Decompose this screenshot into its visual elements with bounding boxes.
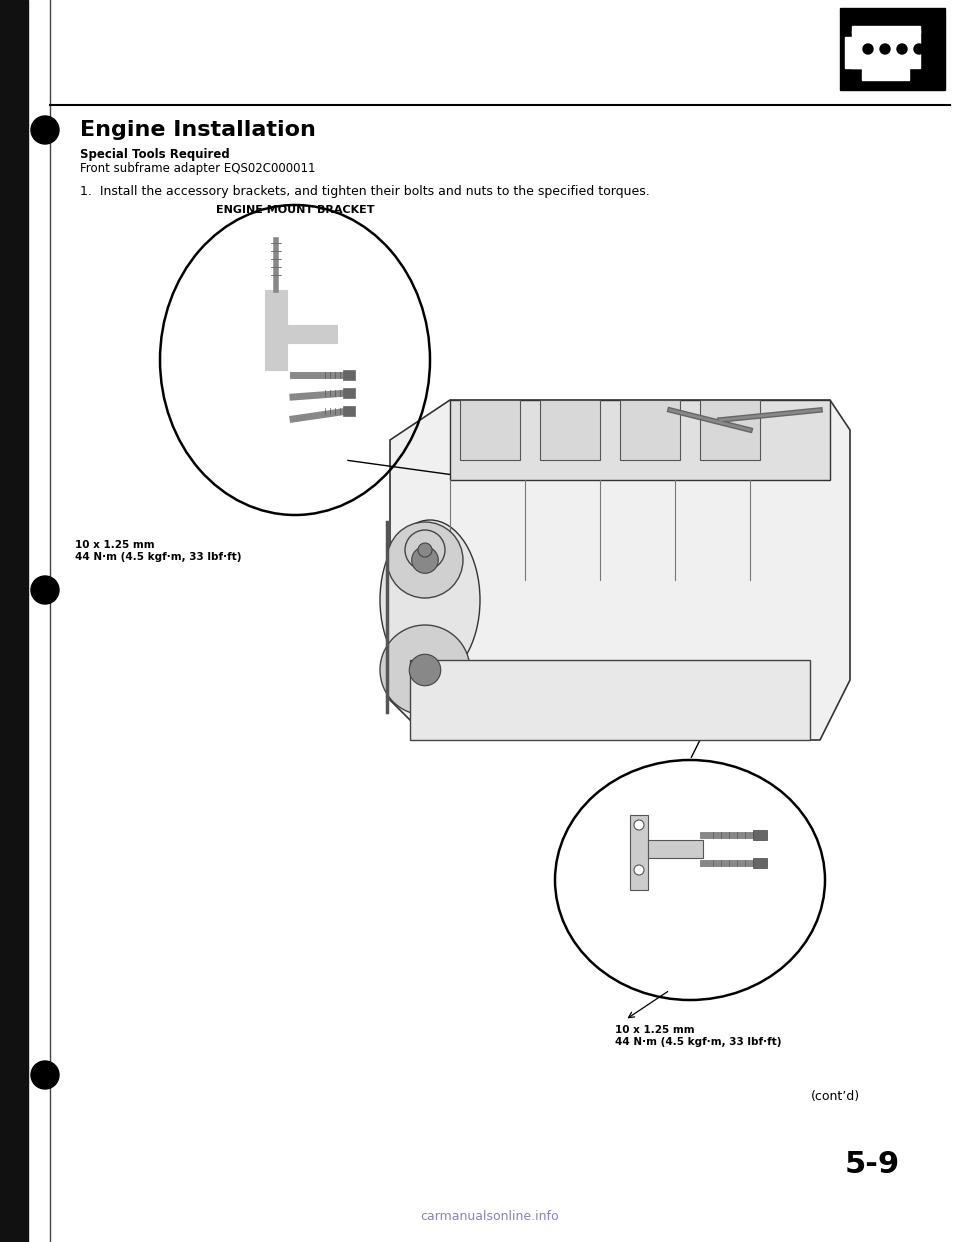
Circle shape xyxy=(634,864,644,876)
Circle shape xyxy=(31,1061,59,1089)
Text: (cont’d): (cont’d) xyxy=(811,1090,860,1103)
Circle shape xyxy=(880,43,890,53)
Bar xyxy=(753,858,767,868)
Circle shape xyxy=(897,43,907,53)
Circle shape xyxy=(387,522,463,597)
Bar xyxy=(620,400,680,460)
Polygon shape xyxy=(390,400,850,740)
Circle shape xyxy=(412,546,439,574)
Circle shape xyxy=(31,116,59,144)
Bar xyxy=(840,7,945,89)
Bar xyxy=(287,325,337,343)
Ellipse shape xyxy=(380,520,480,681)
Text: Engine Installation: Engine Installation xyxy=(80,120,316,140)
Bar xyxy=(630,815,648,891)
Circle shape xyxy=(409,655,441,686)
Bar xyxy=(700,400,760,460)
Text: 1.  Install the accessory brackets, and tighten their bolts and nuts to the spec: 1. Install the accessory brackets, and t… xyxy=(80,185,650,197)
Text: Special Tools Required: Special Tools Required xyxy=(80,148,229,161)
Bar xyxy=(343,388,355,397)
Bar xyxy=(648,840,703,858)
Bar xyxy=(845,37,864,68)
Bar xyxy=(343,370,355,380)
Circle shape xyxy=(31,576,59,604)
Bar xyxy=(753,830,767,840)
Text: ENGINE MOUNT BRACKET: ENGINE MOUNT BRACKET xyxy=(216,205,374,215)
Circle shape xyxy=(863,43,873,53)
Polygon shape xyxy=(450,400,830,479)
Bar xyxy=(852,31,921,68)
Bar xyxy=(460,400,520,460)
Circle shape xyxy=(914,43,924,53)
Text: 10 x 1.25 mm
44 N·m (4.5 kgf·m, 33 lbf·ft): 10 x 1.25 mm 44 N·m (4.5 kgf·m, 33 lbf·f… xyxy=(615,1025,781,1047)
Text: A/C COMPRESSOR BRACKET: A/C COMPRESSOR BRACKET xyxy=(584,720,756,730)
Bar xyxy=(265,289,287,370)
Text: carmanualsonline.info: carmanualsonline.info xyxy=(420,1210,560,1223)
Bar xyxy=(343,406,355,416)
Circle shape xyxy=(380,625,470,715)
Bar xyxy=(0,0,28,1242)
Bar xyxy=(852,26,921,32)
Bar xyxy=(540,400,600,460)
Circle shape xyxy=(634,820,644,830)
Text: Front subframe adapter EQS02C000011: Front subframe adapter EQS02C000011 xyxy=(80,161,316,175)
Circle shape xyxy=(405,530,445,570)
Bar xyxy=(862,57,909,81)
Bar xyxy=(410,660,810,740)
Circle shape xyxy=(418,543,432,556)
Text: 5-9: 5-9 xyxy=(845,1150,900,1179)
Text: 10 x 1.25 mm
44 N·m (4.5 kgf·m, 33 lbf·ft): 10 x 1.25 mm 44 N·m (4.5 kgf·m, 33 lbf·f… xyxy=(75,540,242,561)
